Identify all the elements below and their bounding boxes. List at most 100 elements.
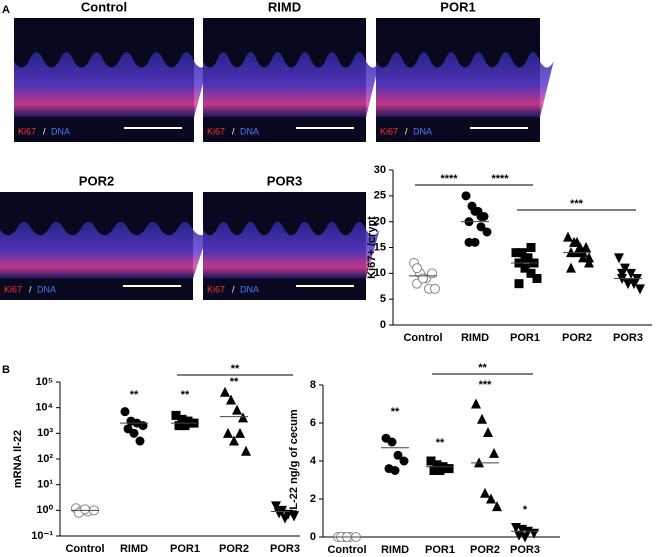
stain-sep: / — [232, 126, 235, 136]
stain-label: DNA — [413, 126, 432, 136]
point — [482, 227, 492, 237]
point — [235, 427, 245, 438]
significance-label: ** — [391, 406, 400, 418]
point — [626, 268, 636, 279]
x-tick-label: POR1 — [510, 332, 540, 344]
panel-label: A — [2, 4, 10, 16]
y-tick-label: 15 — [374, 241, 386, 253]
point — [520, 253, 530, 263]
point — [432, 460, 442, 470]
point — [444, 464, 454, 474]
significance-label: ** — [181, 389, 190, 401]
point — [120, 407, 130, 417]
y-axis-label: IL-22 ng/g of cecum — [288, 409, 300, 513]
stain-sep: / — [29, 284, 32, 294]
point — [526, 243, 536, 252]
point — [563, 231, 573, 242]
point — [180, 421, 190, 431]
x-tick-label: Control — [403, 332, 442, 344]
point — [526, 268, 536, 278]
significance-label: **** — [491, 173, 509, 185]
point — [238, 412, 248, 423]
point — [520, 263, 530, 273]
y-tick-label: 25 — [374, 190, 386, 202]
point — [514, 279, 524, 289]
y-tick-label: 30 — [374, 164, 386, 176]
point — [470, 206, 480, 216]
point — [387, 437, 397, 447]
x-tick-label: POR3 — [510, 544, 540, 556]
x-tick-label: Control — [327, 544, 366, 556]
significance-label: ** — [478, 362, 487, 374]
y-tick-label: 8 — [310, 379, 316, 391]
point — [135, 436, 145, 446]
point — [280, 513, 290, 524]
point — [418, 273, 428, 284]
tissue — [0, 221, 210, 279]
point — [226, 394, 236, 405]
point — [614, 253, 624, 264]
point — [511, 248, 521, 258]
point — [532, 274, 542, 283]
significance-label: * — [523, 504, 528, 516]
point — [520, 532, 530, 543]
point — [183, 416, 193, 426]
y-tick-label: 0 — [380, 319, 386, 331]
tissue — [14, 52, 209, 118]
stain-label: Ki67 — [207, 284, 225, 294]
point — [426, 456, 436, 466]
x-tick-label: RIMD — [461, 332, 489, 344]
y-tick-label: 10⁴ — [35, 402, 53, 414]
image-title: POR1 — [440, 0, 475, 14]
y-axis-label: Ki67+ /crypt — [366, 216, 378, 279]
stain-label: DNA — [240, 284, 259, 294]
tissue — [376, 52, 554, 118]
point — [429, 466, 439, 475]
point — [517, 248, 527, 258]
y-axis-label: mRNA Il-22 — [12, 430, 24, 488]
point — [480, 487, 490, 498]
stain-label: Ki67 — [207, 126, 225, 136]
x-tick-label: POR1 — [425, 544, 455, 556]
y-tick-label: 10 — [374, 267, 386, 279]
x-tick-label: Control — [65, 543, 104, 555]
point — [271, 501, 281, 512]
significance-label: ** — [231, 363, 240, 375]
image-title: POR3 — [267, 173, 302, 188]
point — [390, 466, 400, 475]
significance-label: ** — [230, 376, 239, 388]
y-tick-label: 4 — [310, 455, 317, 467]
y-tick-label: 10² — [37, 453, 53, 465]
point — [476, 212, 486, 221]
point — [427, 268, 437, 279]
point — [635, 284, 645, 295]
image-title: Control — [81, 0, 127, 14]
panel-label: B — [2, 364, 10, 376]
image-title: POR2 — [79, 173, 114, 188]
point — [220, 386, 230, 397]
point — [486, 493, 496, 504]
significance-label: ** — [436, 437, 445, 449]
x-tick-label: POR2 — [470, 544, 500, 556]
x-tick-label: RIMD — [120, 543, 148, 555]
point — [399, 456, 409, 466]
point — [566, 262, 576, 273]
significance-label: ** — [130, 389, 139, 401]
point — [470, 237, 480, 247]
y-tick-label: 6 — [310, 417, 316, 429]
stain-label: DNA — [37, 284, 56, 294]
point — [229, 435, 239, 446]
point — [289, 511, 299, 522]
stain-label: Ki67 — [4, 284, 22, 294]
tissue — [203, 52, 380, 118]
x-tick-label: RIMD — [381, 544, 409, 556]
point — [177, 414, 187, 424]
point — [223, 427, 233, 438]
stain-label: Ki67 — [380, 126, 398, 136]
significance-label: *** — [479, 379, 493, 391]
point — [584, 257, 594, 268]
point — [430, 283, 440, 294]
y-tick-label: 0 — [310, 531, 316, 543]
y-tick-label: 10⁰ — [36, 504, 53, 516]
